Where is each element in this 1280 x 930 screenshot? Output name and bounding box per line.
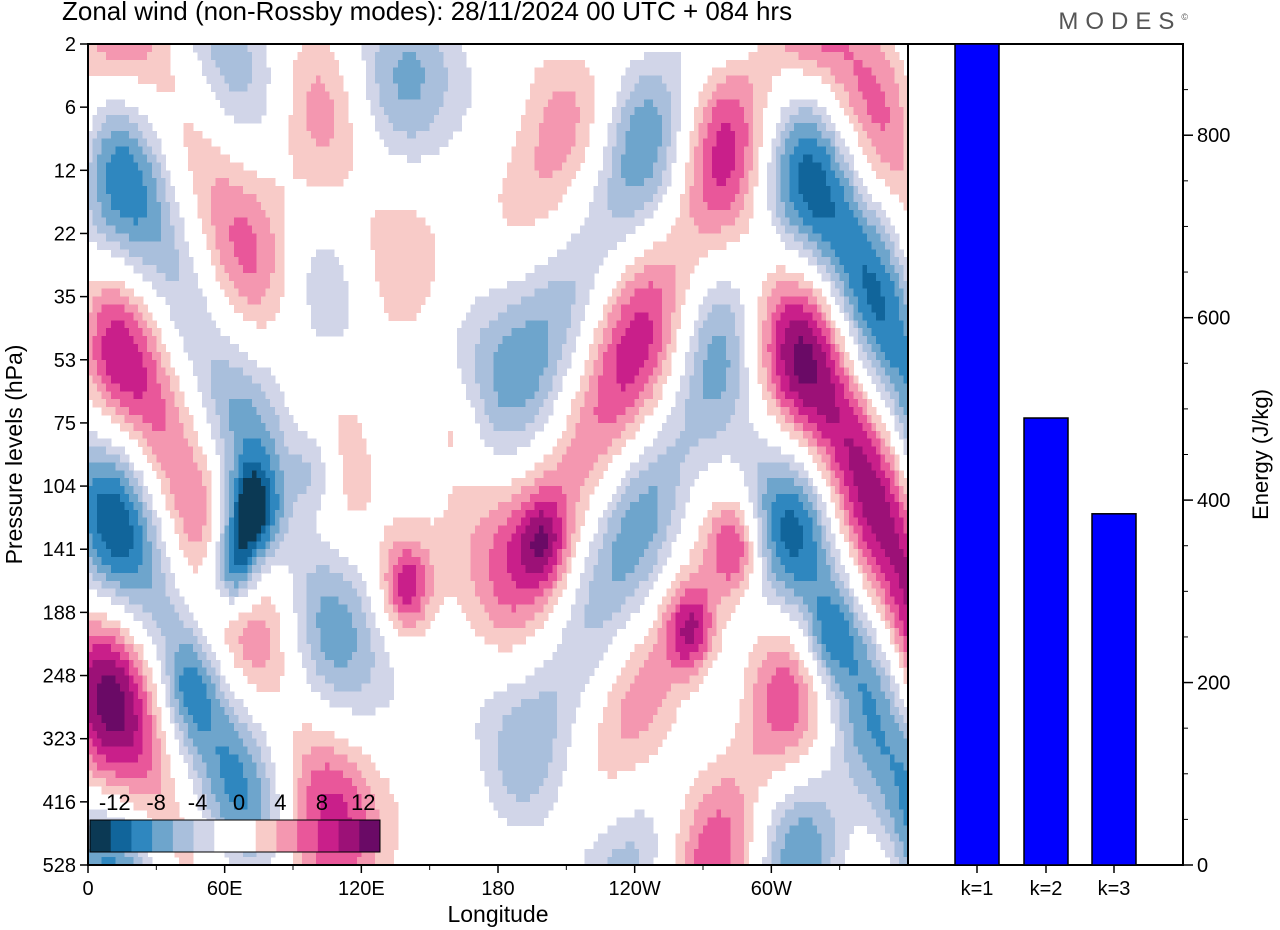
y-tick-label: 323 [43,729,76,751]
colorbar-swatch [276,820,298,852]
heatmap-panel [87,43,909,866]
colorbar-label: -4 [188,790,208,815]
colorbar: -12 -8 -4 0 4 8 12 [89,790,381,853]
y-tick-label: 248 [43,666,76,688]
y-tick-label: 75 [54,413,76,435]
colorbar-swatch [90,820,112,852]
colorbar-swatch [214,820,236,852]
x-tick-label: 60E [207,878,243,900]
energy-tick-label: 400 [1197,490,1230,512]
energy-bar [1091,513,1137,866]
y-axis-label: Pressure levels (hPa) [1,345,27,565]
colorbar-swatch [359,820,381,852]
colorbar-label: 8 [316,790,328,815]
energy-bar [954,43,1000,866]
colorbar-label: -12 [99,790,131,815]
colorbar-swatch [235,820,257,852]
bar-category-label: k=2 [1030,878,1063,900]
colorbar-swatch [338,820,360,852]
energy-bar [1023,417,1069,866]
colorbar-swatch [172,820,194,852]
colorbar-swatch [297,820,319,852]
energy-bar-panel: k=1 k=2 k=3 0 200 400 600 800 Energy (J/kg) [907,43,1273,900]
bar-category-label: k=1 [961,878,994,900]
x-tick-label: 0 [82,878,93,900]
colorbar-swatch [193,820,215,852]
chart-title: Zonal wind (non-Rossby modes): 28/11/202… [62,0,793,26]
energy-tick-label: 200 [1197,673,1230,695]
colorbar-frame [89,819,381,853]
x-tick-label: 120W [609,878,661,900]
colorbar-label: -8 [146,790,166,815]
y-tick-label: 35 [54,287,76,309]
colorbar-label: 4 [274,790,286,815]
energy-tick-label: 600 [1197,308,1230,330]
colorbar-swatch [255,820,277,852]
energy-axis-label: Energy (J/kg) [1248,389,1273,520]
x-tick-label: 60W [751,878,792,900]
colorbar-label: 0 [233,790,245,815]
y-tick-label: 12 [54,160,76,182]
colorbar-swatch [131,820,153,852]
y-tick-label: 104 [43,476,76,498]
x-tick-label: 180 [481,878,514,900]
brand-text: MODES [1058,8,1182,35]
y-tick-label: 53 [54,350,76,372]
bar-category-label: k=3 [1098,878,1131,900]
heatmap-cells [88,44,908,865]
brand-mark: © [1181,12,1188,22]
y-tick-label: 416 [43,792,76,814]
modes-logo: MODES© [1058,8,1188,36]
y-tick-label: 188 [43,602,76,624]
y-tick-label: 6 [65,97,76,119]
y-tick-label: 141 [43,539,76,561]
y-tick-label: 22 [54,223,76,245]
x-tick-label: 120E [338,878,385,900]
colorbar-swatch [110,820,132,852]
colorbar-label: 12 [351,790,375,815]
energy-tick-label: 800 [1197,125,1230,147]
colorbar-swatch [317,820,339,852]
y-tick-label: 2 [65,34,76,56]
y-tick-label: 528 [43,855,76,877]
energy-tick-label: 0 [1197,855,1208,877]
colorbar-swatch [152,820,174,852]
x-axis-label: Longitude [447,901,548,927]
